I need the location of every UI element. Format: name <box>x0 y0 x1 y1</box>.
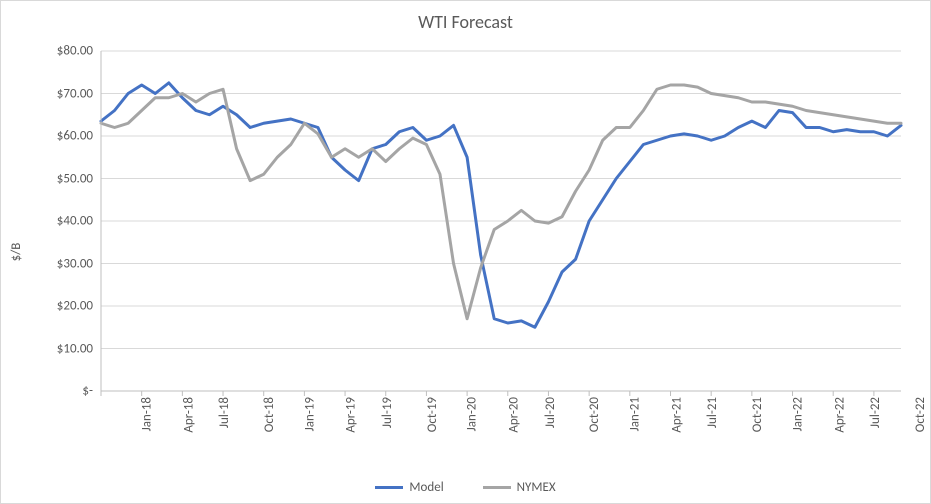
x-tick-label: Jul-18 <box>217 397 232 428</box>
wti-forecast-chart: WTI Forecast $/B $-$10.00$20.00$30.00$40… <box>0 0 931 504</box>
x-tick-label: Jan-20 <box>465 397 480 431</box>
y-tick-label: $10.00 <box>57 341 93 356</box>
x-tick-label: Oct-22 <box>913 397 928 432</box>
y-tick-label: $50.00 <box>57 171 93 186</box>
series-line-nymex <box>101 85 901 319</box>
x-tick-label: Jan-21 <box>628 397 643 431</box>
legend-swatch-model <box>375 486 403 489</box>
x-tick-label: Apr-19 <box>344 397 359 433</box>
y-axis-label: $/B <box>9 243 24 262</box>
x-tick-label: Jul-21 <box>706 397 721 428</box>
legend-item-nymex: NYMEX <box>483 480 556 495</box>
x-tick-label: Oct-20 <box>588 397 603 432</box>
series-line-model <box>101 83 901 327</box>
legend-label-model: Model <box>409 480 443 495</box>
y-tick-label: $80.00 <box>57 44 93 59</box>
x-tick-label: Jul-19 <box>380 397 395 428</box>
x-tick-label: Oct-19 <box>425 397 440 432</box>
gridlines <box>101 51 901 391</box>
legend: Model NYMEX <box>1 478 930 495</box>
x-tick-label: Jul-20 <box>543 397 558 428</box>
x-tick-label: Jan-19 <box>302 397 317 431</box>
chart-title: WTI Forecast <box>1 11 930 33</box>
x-tick-labels: Jan-18 Apr-18 Jul-18 Oct-18 Jan-19 Apr-19 Jul-… <box>101 397 901 467</box>
x-tick-label: Oct-18 <box>262 397 277 432</box>
x-tick-marks <box>101 391 874 396</box>
x-tick-label: Jan-18 <box>139 397 154 431</box>
y-tick-label: $- <box>82 384 93 399</box>
legend-label-nymex: NYMEX <box>517 480 556 495</box>
y-tick-label: $20.00 <box>57 299 93 314</box>
y-tick-label: $60.00 <box>57 129 93 144</box>
x-tick-label: Apr-20 <box>507 397 522 433</box>
y-tick-label: $30.00 <box>57 256 93 271</box>
plot-svg <box>101 51 901 391</box>
x-tick-label: Apr-21 <box>669 397 684 433</box>
legend-swatch-nymex <box>483 486 511 489</box>
legend-item-model: Model <box>375 480 443 495</box>
x-tick-label: Oct-21 <box>750 397 765 432</box>
y-tick-label: $70.00 <box>57 86 93 101</box>
series-group <box>101 83 901 327</box>
plot-area: $-$10.00$20.00$30.00$40.00$50.00$60.00$7… <box>101 51 901 391</box>
x-tick-label: Jul-22 <box>868 397 883 428</box>
x-tick-label: Jan-22 <box>790 397 805 431</box>
y-tick-label: $40.00 <box>57 214 93 229</box>
x-tick-label: Apr-22 <box>832 397 847 433</box>
x-tick-label: Apr-18 <box>181 397 196 433</box>
